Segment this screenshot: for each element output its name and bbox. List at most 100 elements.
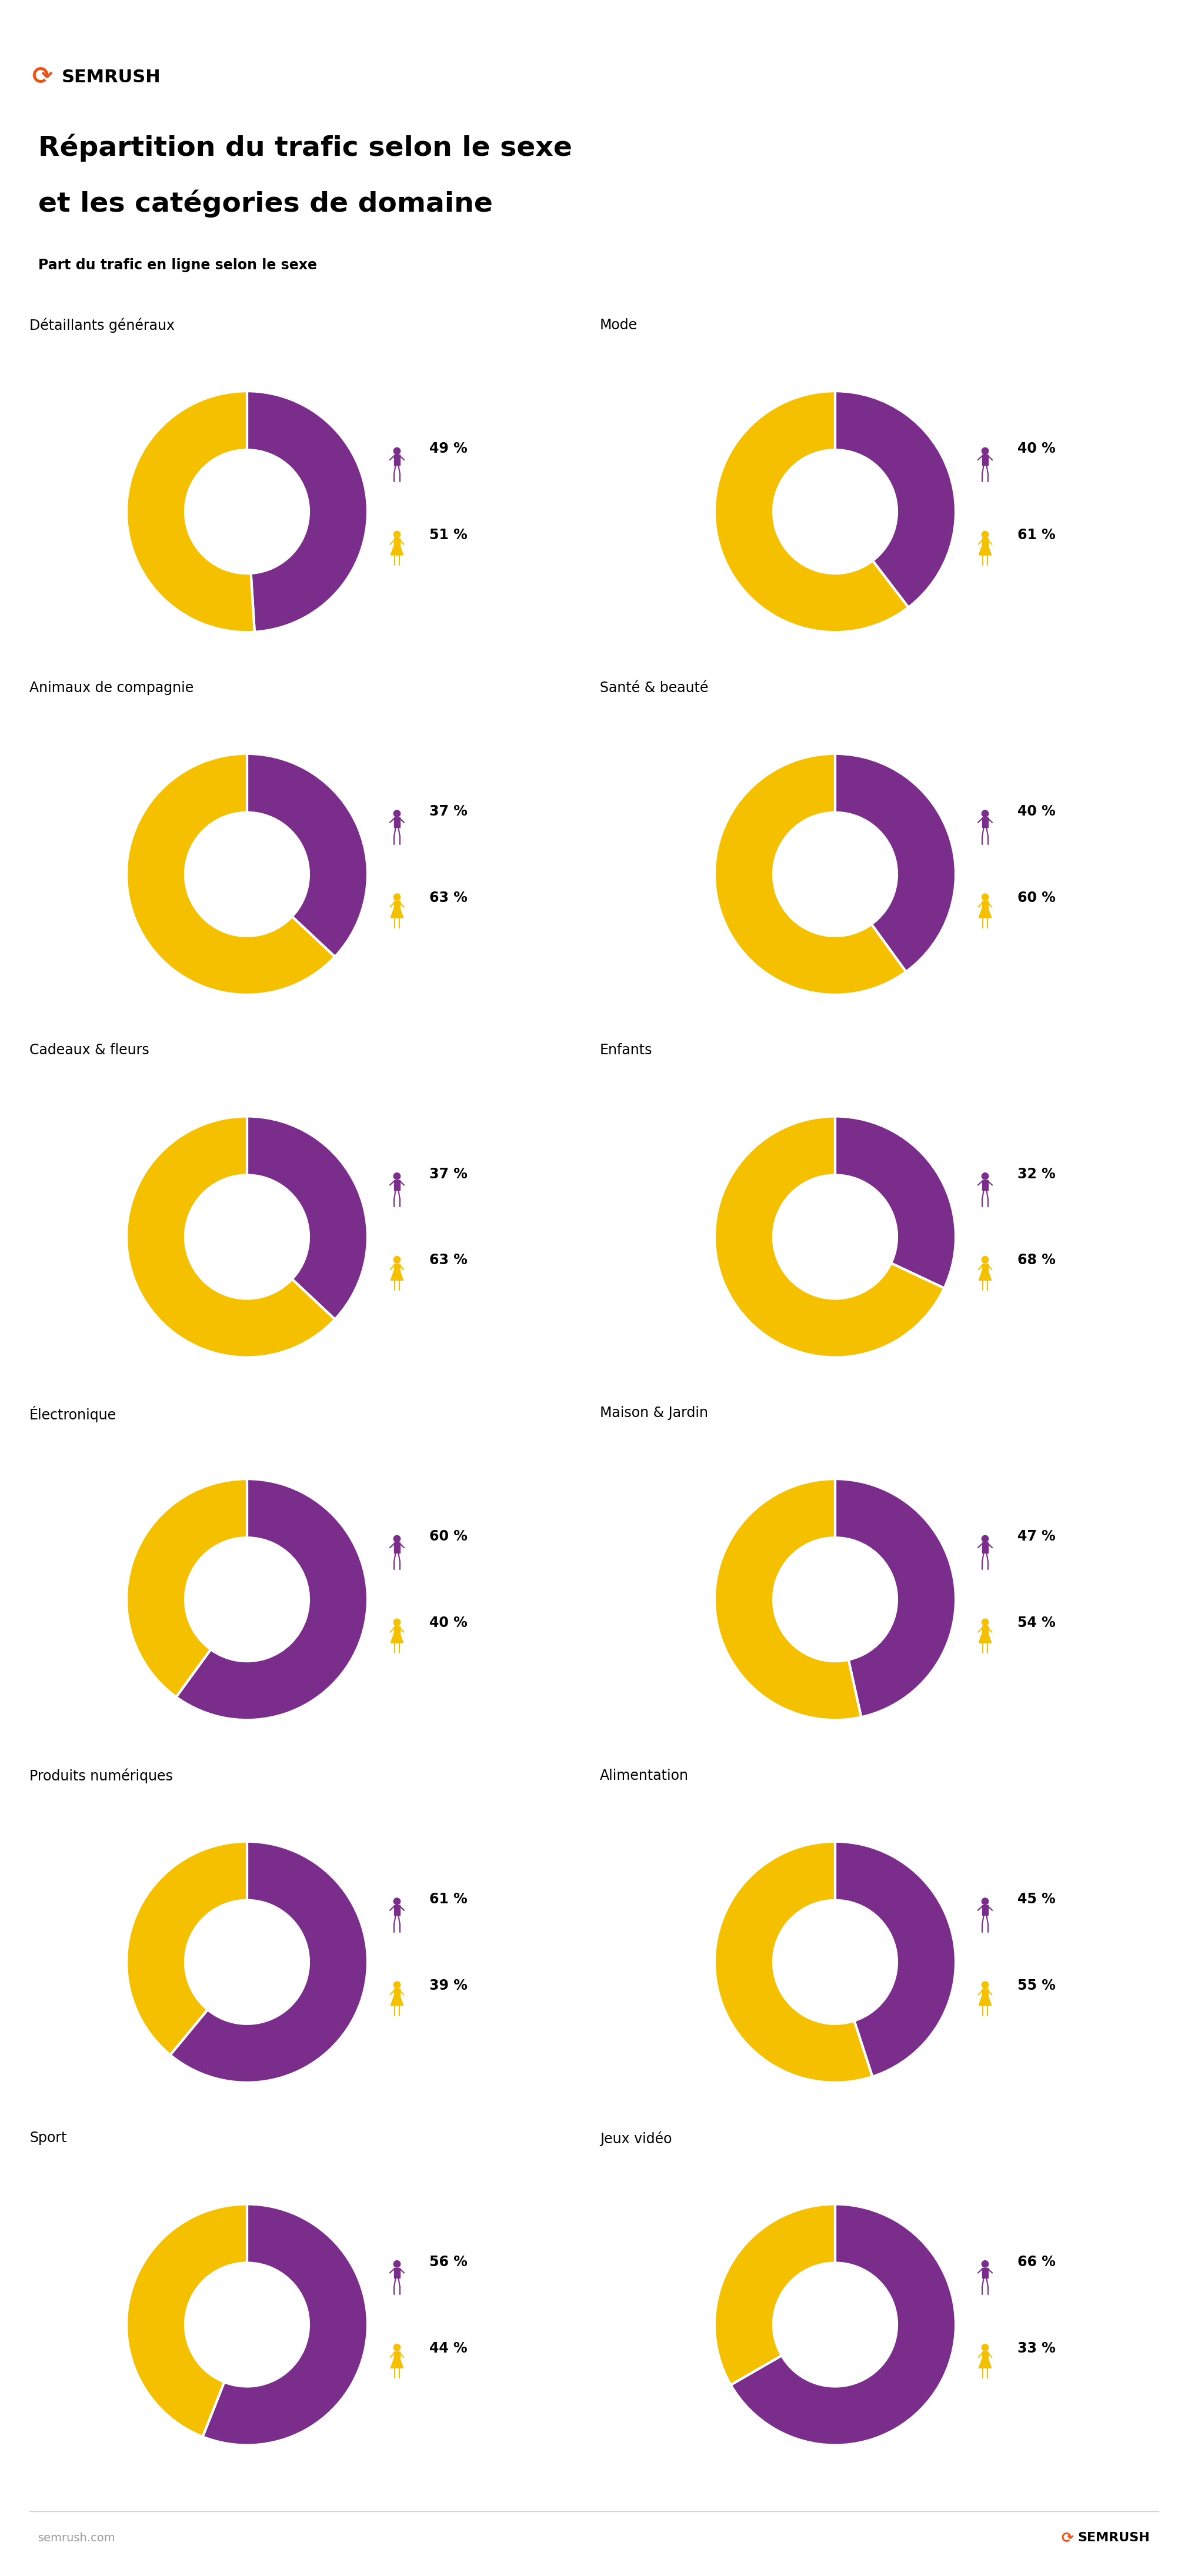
Wedge shape (176, 1479, 367, 1721)
Polygon shape (979, 1270, 991, 1280)
Text: Produits numériques: Produits numériques (30, 1770, 172, 1783)
Text: 68 %: 68 % (1017, 1255, 1056, 1267)
Text: Électronique: Électronique (30, 1406, 116, 1422)
Wedge shape (126, 1115, 335, 1358)
Circle shape (393, 1618, 400, 1625)
Polygon shape (391, 907, 403, 917)
Circle shape (393, 1172, 400, 1180)
Polygon shape (394, 1262, 399, 1270)
Circle shape (981, 1618, 988, 1625)
Wedge shape (170, 1842, 367, 2081)
Wedge shape (731, 2205, 955, 2445)
Polygon shape (394, 2352, 399, 2357)
Polygon shape (394, 1906, 400, 1914)
Polygon shape (982, 902, 987, 907)
Wedge shape (835, 1842, 955, 2076)
Wedge shape (714, 2205, 835, 2385)
Polygon shape (982, 538, 987, 546)
Polygon shape (979, 546, 991, 554)
Text: 39 %: 39 % (429, 1978, 468, 1994)
Wedge shape (126, 755, 335, 994)
Wedge shape (126, 2205, 247, 2437)
Polygon shape (394, 1543, 400, 1553)
Polygon shape (982, 1906, 988, 1914)
Circle shape (981, 894, 988, 902)
Text: Répartition du trafic selon le sexe: Répartition du trafic selon le sexe (38, 134, 573, 162)
Text: 54 %: 54 % (1017, 1615, 1055, 1631)
Polygon shape (982, 456, 988, 464)
Text: 40 %: 40 % (1017, 440, 1055, 456)
Circle shape (393, 894, 400, 902)
Circle shape (393, 531, 400, 538)
Wedge shape (714, 1479, 861, 1721)
Text: Part du trafic en ligne selon le sexe: Part du trafic en ligne selon le sexe (38, 258, 317, 273)
Text: Sport: Sport (30, 2130, 67, 2146)
Wedge shape (126, 1842, 247, 2056)
Text: 44 %: 44 % (429, 2342, 467, 2354)
Text: Jeux vidéo: Jeux vidéo (600, 2130, 672, 2146)
Polygon shape (394, 1989, 399, 1996)
Polygon shape (394, 2267, 400, 2277)
Wedge shape (835, 1479, 955, 1718)
Text: 40 %: 40 % (429, 1615, 467, 1631)
Text: Santé & beauté: Santé & beauté (600, 680, 708, 696)
Polygon shape (982, 1180, 988, 1190)
Text: Détaillants généraux: Détaillants généraux (30, 317, 175, 332)
Polygon shape (982, 1625, 987, 1633)
Wedge shape (126, 1479, 247, 1698)
Text: 33 %: 33 % (1017, 2342, 1056, 2354)
Polygon shape (979, 2357, 991, 2367)
Polygon shape (979, 907, 991, 917)
Wedge shape (714, 755, 906, 994)
Text: et les catégories de domaine: et les catégories de domaine (38, 191, 493, 216)
Polygon shape (982, 817, 988, 827)
Text: ⟳: ⟳ (1061, 2530, 1074, 2545)
Text: 61 %: 61 % (429, 1891, 467, 1906)
Text: 51 %: 51 % (429, 528, 467, 541)
Polygon shape (982, 1543, 988, 1553)
Text: 37 %: 37 % (429, 804, 468, 819)
Circle shape (981, 531, 988, 538)
Wedge shape (247, 1115, 367, 1319)
Polygon shape (982, 1989, 987, 1996)
Wedge shape (247, 392, 367, 631)
Polygon shape (982, 2352, 987, 2357)
Circle shape (981, 1172, 988, 1180)
Polygon shape (391, 1270, 403, 1280)
Circle shape (393, 811, 400, 817)
Polygon shape (391, 2357, 403, 2367)
Text: 49 %: 49 % (429, 440, 467, 456)
Text: Alimentation: Alimentation (600, 1770, 689, 1783)
Circle shape (393, 448, 400, 453)
Polygon shape (979, 1633, 991, 1643)
Polygon shape (391, 546, 403, 554)
Circle shape (981, 1257, 988, 1262)
Wedge shape (835, 1115, 955, 1288)
Wedge shape (714, 1115, 944, 1358)
Circle shape (393, 2344, 400, 2352)
Text: semrush.com: semrush.com (38, 2532, 115, 2543)
Circle shape (981, 2344, 988, 2352)
Polygon shape (982, 2267, 988, 2277)
Text: 37 %: 37 % (429, 1167, 468, 1180)
Circle shape (981, 811, 988, 817)
Polygon shape (394, 817, 400, 827)
Polygon shape (394, 538, 399, 546)
Polygon shape (394, 902, 399, 907)
Text: 40 %: 40 % (1017, 804, 1055, 819)
Polygon shape (394, 1625, 399, 1633)
Circle shape (393, 1981, 400, 1989)
Text: 60 %: 60 % (429, 1530, 468, 1543)
Circle shape (393, 1257, 400, 1262)
Text: 56 %: 56 % (429, 2254, 468, 2269)
Text: 55 %: 55 % (1017, 1978, 1056, 1994)
Text: SEMRUSH: SEMRUSH (1078, 2532, 1150, 2543)
Wedge shape (247, 755, 367, 956)
Text: Cadeaux & fleurs: Cadeaux & fleurs (30, 1043, 150, 1056)
Text: 63 %: 63 % (429, 1255, 468, 1267)
Polygon shape (394, 456, 400, 464)
Wedge shape (835, 392, 955, 608)
Circle shape (393, 1535, 400, 1543)
Circle shape (981, 1899, 988, 1904)
Text: 61 %: 61 % (1017, 528, 1055, 541)
